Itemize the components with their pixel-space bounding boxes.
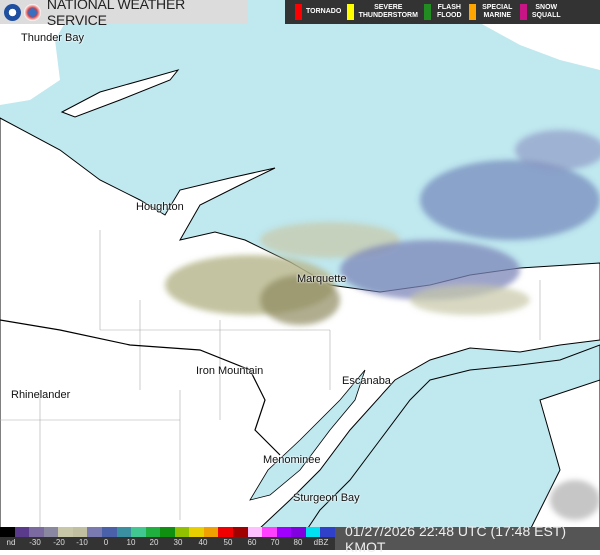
city-escanaba: Escanaba: [342, 375, 391, 387]
legend-tick: 10: [126, 538, 136, 547]
legend-tick: dBZ: [313, 538, 329, 547]
county-lines: [0, 230, 541, 550]
city-sturgeon-bay: Sturgeon Bay: [293, 492, 360, 504]
warning-tornado: TORNADO: [295, 4, 341, 20]
warning-flash-flood: FLASH FLOOD: [424, 4, 463, 20]
city-houghton: Houghton: [136, 201, 184, 213]
header: NATIONAL WEATHER SERVICE TORNADO SEVERE …: [0, 0, 600, 28]
land-northeast: [480, 23, 600, 70]
brand: NATIONAL WEATHER SERVICE: [0, 0, 248, 28]
legend-tick: 30: [173, 538, 183, 547]
color-scale: [0, 527, 335, 537]
header-title: NATIONAL WEATHER SERVICE: [46, 0, 186, 28]
city-menominee: Menominee: [263, 454, 321, 466]
warning-snow-squall: SNOW SQUALL: [520, 4, 561, 20]
city-thunder-bay: Thunder Bay: [21, 32, 84, 44]
nws-logo-icon: [23, 3, 41, 21]
legend-tick: 20: [149, 538, 159, 547]
isle-royale: [60, 69, 180, 118]
legend-tick: 40: [198, 538, 208, 547]
legend-tick: 60: [247, 538, 257, 547]
city-rhinelander: Rhinelander: [11, 389, 71, 401]
legend-tick: -30: [29, 538, 41, 547]
timestamp: 01/27/2026 22:48 UTC (17:48 EST) KMOT: [335, 523, 600, 555]
warning-special-marine: SPECIAL MARINE: [469, 4, 514, 20]
radar-echoes: [165, 130, 600, 520]
city-iron-mountain: Iron Mountain: [196, 365, 264, 377]
legend-tick: -20: [53, 538, 65, 547]
legend-tick: -10: [76, 538, 88, 547]
state-border: [0, 319, 281, 456]
land-north-shore: [0, 23, 65, 105]
legend-tick: 50: [223, 538, 233, 547]
dbz-legend: nd -30 -20 -10 0 10 20 30 40 50 60 70 80 dBZ: [0, 527, 335, 550]
legend-tick: 0: [103, 538, 109, 547]
warning-legend: TORNADO SEVERE THUNDERSTORM FLASH FLOOD …: [285, 0, 600, 24]
legend-tick: nd: [6, 538, 16, 547]
warning-severe-thunderstorm: SEVERE THUNDERSTORM: [347, 4, 418, 20]
noaa-logo-icon: [4, 3, 21, 21]
green-bay: [249, 369, 366, 501]
legend-tick: 80: [293, 538, 303, 547]
city-marquette: Marquette: [297, 273, 347, 285]
legend-tick: 70: [270, 538, 280, 547]
